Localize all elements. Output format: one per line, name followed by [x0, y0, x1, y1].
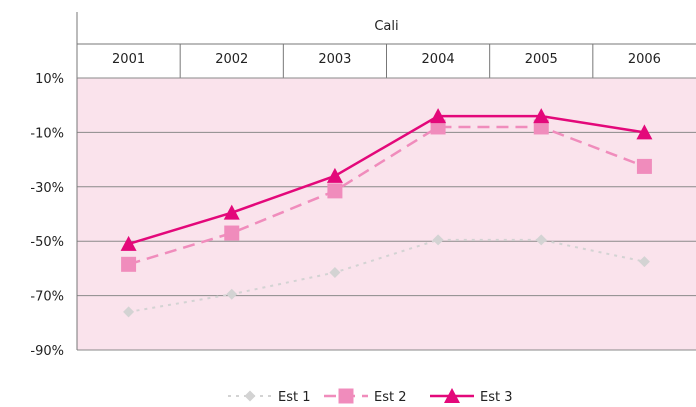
series-line — [128, 238, 645, 313]
y-axis: 10% -10% -30% -50% -70% -90% — [30, 72, 78, 359]
y-tick-label: 10% — [35, 72, 64, 87]
x-tick-label: 2001 — [112, 52, 145, 67]
x-tick-label: 2006 — [628, 52, 661, 67]
legend-label: Est 3 — [480, 390, 513, 405]
x-tick-label: 2002 — [215, 52, 248, 67]
series-est-1 — [123, 234, 650, 318]
y-tick-label: -50% — [30, 235, 64, 250]
data-point — [223, 204, 240, 220]
data-point — [430, 119, 446, 135]
legend-marker — [338, 388, 354, 404]
series-layer — [120, 108, 653, 318]
data-point — [123, 306, 135, 318]
legend-label: Est 2 — [374, 390, 407, 405]
y-tick-label: -10% — [30, 126, 64, 141]
gridlines — [77, 77, 696, 351]
data-point — [636, 124, 653, 140]
data-point — [327, 183, 343, 199]
x-tick-label: 2005 — [525, 52, 558, 67]
data-point — [533, 108, 550, 124]
data-point — [226, 288, 238, 300]
series-line — [128, 125, 645, 266]
series-est-2 — [121, 119, 652, 272]
data-point — [638, 256, 650, 268]
legend-label: Est 1 — [278, 390, 311, 405]
data-point — [432, 234, 444, 246]
series-est-3 — [120, 108, 653, 251]
data-point — [535, 234, 547, 246]
data-point — [329, 266, 341, 278]
y-tick-label: -70% — [30, 290, 64, 305]
y-tick-label: -90% — [30, 344, 64, 359]
data-point — [120, 235, 137, 251]
data-point — [636, 158, 652, 174]
data-point — [533, 119, 549, 135]
category-header: Cali 2001 2002 2003 2004 2005 2006 — [76, 12, 696, 78]
group-label: Cali — [374, 19, 398, 34]
y-tick-label: -30% — [30, 181, 64, 196]
series-line — [128, 114, 645, 246]
plot-area — [77, 78, 696, 350]
legend-marker — [244, 390, 256, 402]
data-point — [121, 256, 137, 272]
data-point — [430, 108, 447, 124]
legend-marker — [444, 388, 460, 403]
x-tick-label: 2003 — [318, 52, 351, 67]
data-point — [326, 167, 343, 183]
x-tick-label: 2004 — [422, 52, 455, 67]
data-point — [224, 225, 240, 241]
legend: Est 1 Est 2 Est 3 — [228, 388, 513, 405]
